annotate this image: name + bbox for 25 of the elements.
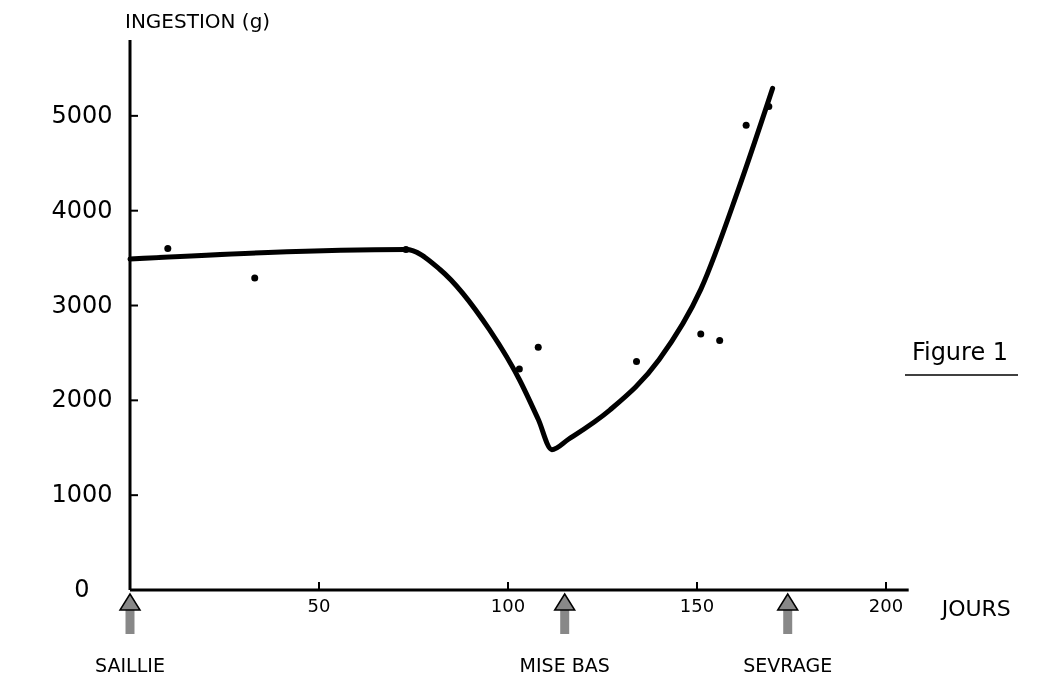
y-tick-label: 3000 [51,290,113,319]
x-axis-title: JOURS [939,596,1011,621]
point [515,365,523,373]
point [534,343,542,351]
y-tick-label: 0 [74,575,90,603]
x-tick-label: 50 [307,595,331,616]
y-tick-label: 1000 [51,480,113,509]
ref-line-label: SAILLIE [95,654,165,676]
y-tick-label: 4000 [51,195,113,224]
caption: Figure 1 [911,338,1009,366]
point [164,245,172,253]
y-axis-title: INGESTION (g) [125,9,271,33]
ref-line-label: MISE BAS [519,654,610,676]
x-tick-label: 100 [490,595,526,616]
x-tick-label: 150 [679,595,715,616]
y-tick-label: 2000 [51,385,113,414]
point [251,274,259,282]
x-tick-label: 200 [868,595,904,616]
ref-line-label: SEVRAGE [743,654,833,676]
point [697,330,705,338]
y-tick-label: 5000 [51,100,113,129]
point [402,246,410,254]
point [633,357,641,365]
point [742,121,750,129]
point [716,337,724,345]
